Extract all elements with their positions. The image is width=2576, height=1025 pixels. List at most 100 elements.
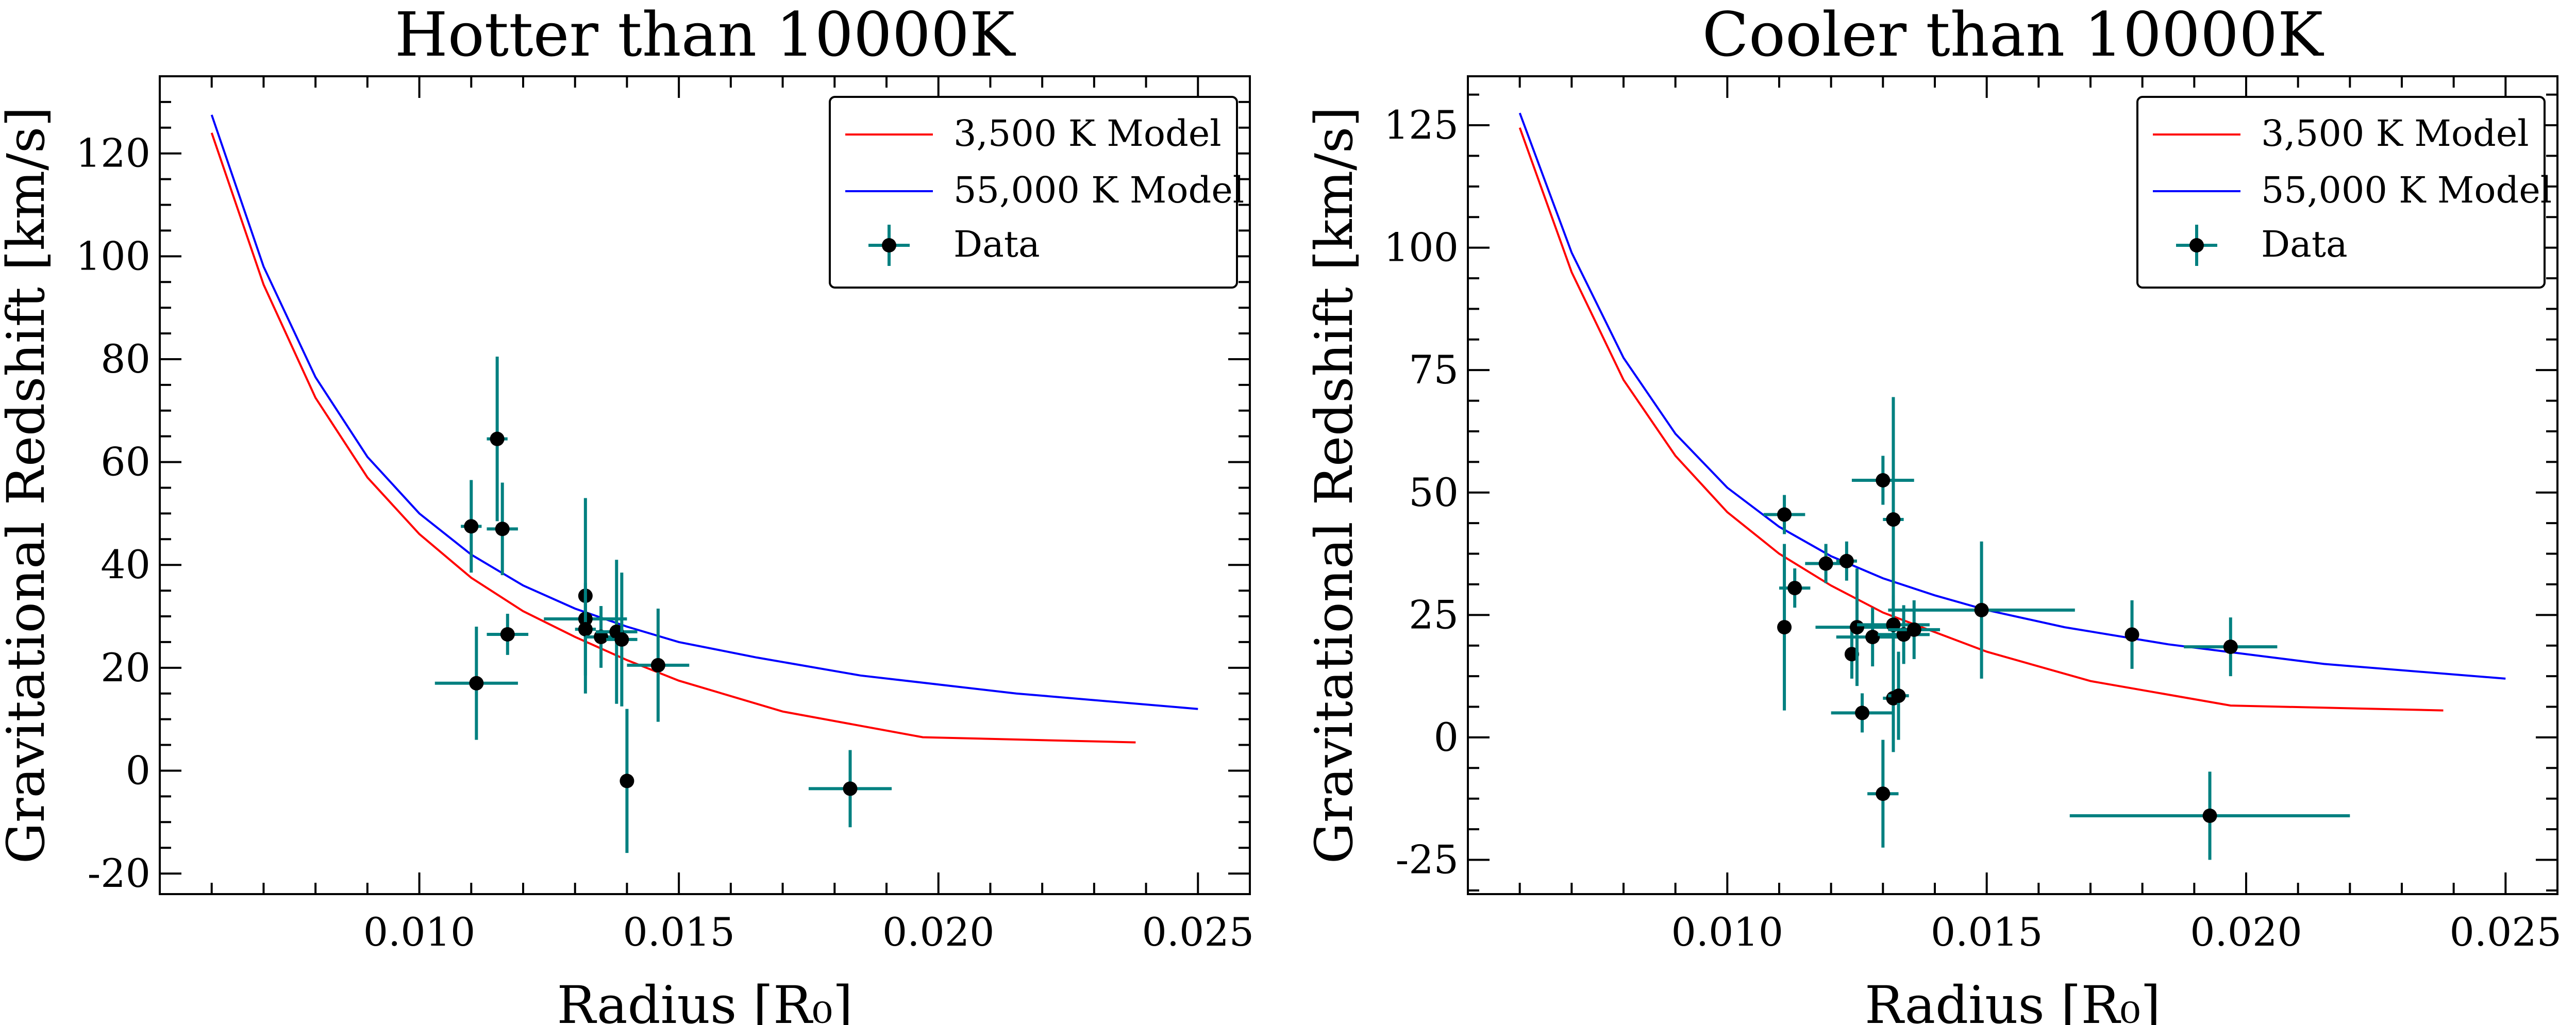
data-point	[487, 356, 508, 522]
legend-label: 3,500 K Model	[2261, 112, 2529, 155]
legend-label: Data	[2261, 223, 2348, 265]
data-marker	[490, 431, 505, 446]
data-marker	[1865, 630, 1880, 645]
data-point	[606, 573, 638, 707]
data-point	[1805, 544, 1847, 583]
data-marker	[1855, 705, 1870, 720]
data-marker	[2223, 640, 2238, 654]
series-line-cool-model	[210, 132, 1136, 744]
chart-title: Cooler than 10000K	[1702, 0, 2324, 70]
series-line-hot-model	[1518, 112, 2506, 680]
data-marker	[495, 522, 510, 536]
data-point	[1836, 608, 1909, 667]
data-point	[620, 709, 634, 853]
data-point	[461, 480, 482, 573]
y-tick-label: 40	[101, 542, 150, 587]
data-point	[1831, 693, 1894, 733]
data-point	[1763, 495, 1805, 534]
x-tick-label: 0.020	[2190, 909, 2302, 955]
data-marker	[2125, 627, 2139, 642]
y-tick-label: 50	[1409, 469, 1459, 515]
data-marker	[464, 519, 479, 534]
legend-label: 55,000 K Model	[954, 169, 1244, 211]
data-point	[1844, 629, 1859, 679]
data-marker	[1891, 688, 1906, 703]
data-point	[808, 750, 892, 828]
plot-frame	[1467, 75, 2558, 895]
legend: 3,500 K Model 55,000 K Model Data	[2136, 96, 2552, 289]
data-point	[1815, 568, 1899, 686]
y-tick-label: 100	[1384, 225, 1459, 271]
data-marker	[1850, 620, 1864, 635]
data-marker	[1818, 556, 1833, 571]
x-tick-label: 0.015	[623, 909, 735, 955]
data-point	[596, 560, 638, 704]
legend-label: Data	[954, 223, 1040, 265]
data-point	[2125, 600, 2139, 669]
x-tick-label: 0.025	[1142, 909, 1254, 955]
legend: 3,500 K Model 55,000 K Model Data	[829, 96, 1244, 289]
data-point	[1836, 541, 1857, 581]
x-axis-label: Radius [R₀]	[1865, 975, 2161, 1025]
legend-swatch-marker	[2189, 238, 2204, 253]
data-point	[1779, 568, 1811, 608]
data-marker	[1876, 473, 1891, 488]
data-point	[487, 482, 518, 576]
y-tick-label: 75	[1409, 347, 1459, 393]
y-tick-label: 80	[101, 336, 150, 382]
data-point	[434, 626, 518, 740]
data-marker	[1839, 553, 1854, 568]
data-point	[1851, 456, 1914, 505]
data-point	[487, 614, 529, 655]
y-tick-label: -25	[1396, 836, 1459, 882]
y-tick-label: 0	[126, 747, 150, 793]
chart-panel-2: Cooler than 10000K Radius [R₀] Gravitation…	[1304, 0, 2562, 1025]
data-point	[1777, 544, 1792, 711]
y-tick-label: 125	[1384, 102, 1459, 148]
data-point	[2184, 617, 2278, 677]
legend-label: 55,000 K Model	[2261, 169, 2552, 211]
y-tick-label: 120	[76, 130, 150, 176]
data-point	[1867, 740, 1899, 848]
chart-panel-1: Hotter than 10000K Radius [R₀] Gravitation…	[0, 0, 1254, 1025]
data-marker	[1777, 620, 1792, 635]
x-tick-label: 0.025	[2450, 909, 2562, 955]
x-tick-label: 0.010	[363, 909, 476, 955]
legend-label: 3,500 K Model	[954, 112, 1222, 155]
data-marker	[620, 774, 634, 788]
data-marker	[469, 676, 484, 691]
y-tick-label: 60	[101, 439, 150, 485]
data-marker	[614, 632, 629, 647]
data-marker	[578, 621, 593, 636]
data-point	[1888, 651, 1909, 740]
data-point	[2069, 771, 2350, 860]
y-tick-label: 0	[1434, 714, 1459, 760]
series-line-hot-model	[210, 114, 1198, 710]
series-line-cool-model	[1518, 127, 2444, 712]
data-marker	[1844, 647, 1859, 662]
data-point	[627, 609, 690, 722]
y-tick-label: 20	[101, 645, 150, 691]
chart-title: Hotter than 10000K	[395, 0, 1016, 70]
y-tick-label: 25	[1409, 592, 1459, 637]
x-tick-label: 0.010	[1671, 909, 1784, 955]
data-marker	[2202, 808, 2217, 823]
data-marker	[1777, 507, 1792, 522]
x-tick-label: 0.020	[882, 909, 995, 955]
x-tick-label: 0.015	[1931, 909, 2043, 955]
data-marker	[1906, 622, 1921, 637]
data-marker	[1787, 581, 1802, 596]
y-tick-label: -20	[88, 850, 150, 896]
data-marker	[1886, 512, 1901, 527]
x-axis-label: Radius [R₀]	[557, 975, 852, 1025]
data-marker	[500, 627, 515, 642]
legend-box	[829, 96, 1238, 289]
y-tick-label: 100	[76, 233, 150, 279]
y-axis-label: Gravitational Redshift [km/s]	[1304, 107, 1364, 864]
legend-box	[2136, 96, 2546, 289]
data-marker	[1974, 602, 1989, 617]
data-marker	[843, 781, 858, 796]
y-axis-label: Gravitational Redshift [km/s]	[0, 107, 56, 864]
plot-frame	[159, 75, 1251, 895]
